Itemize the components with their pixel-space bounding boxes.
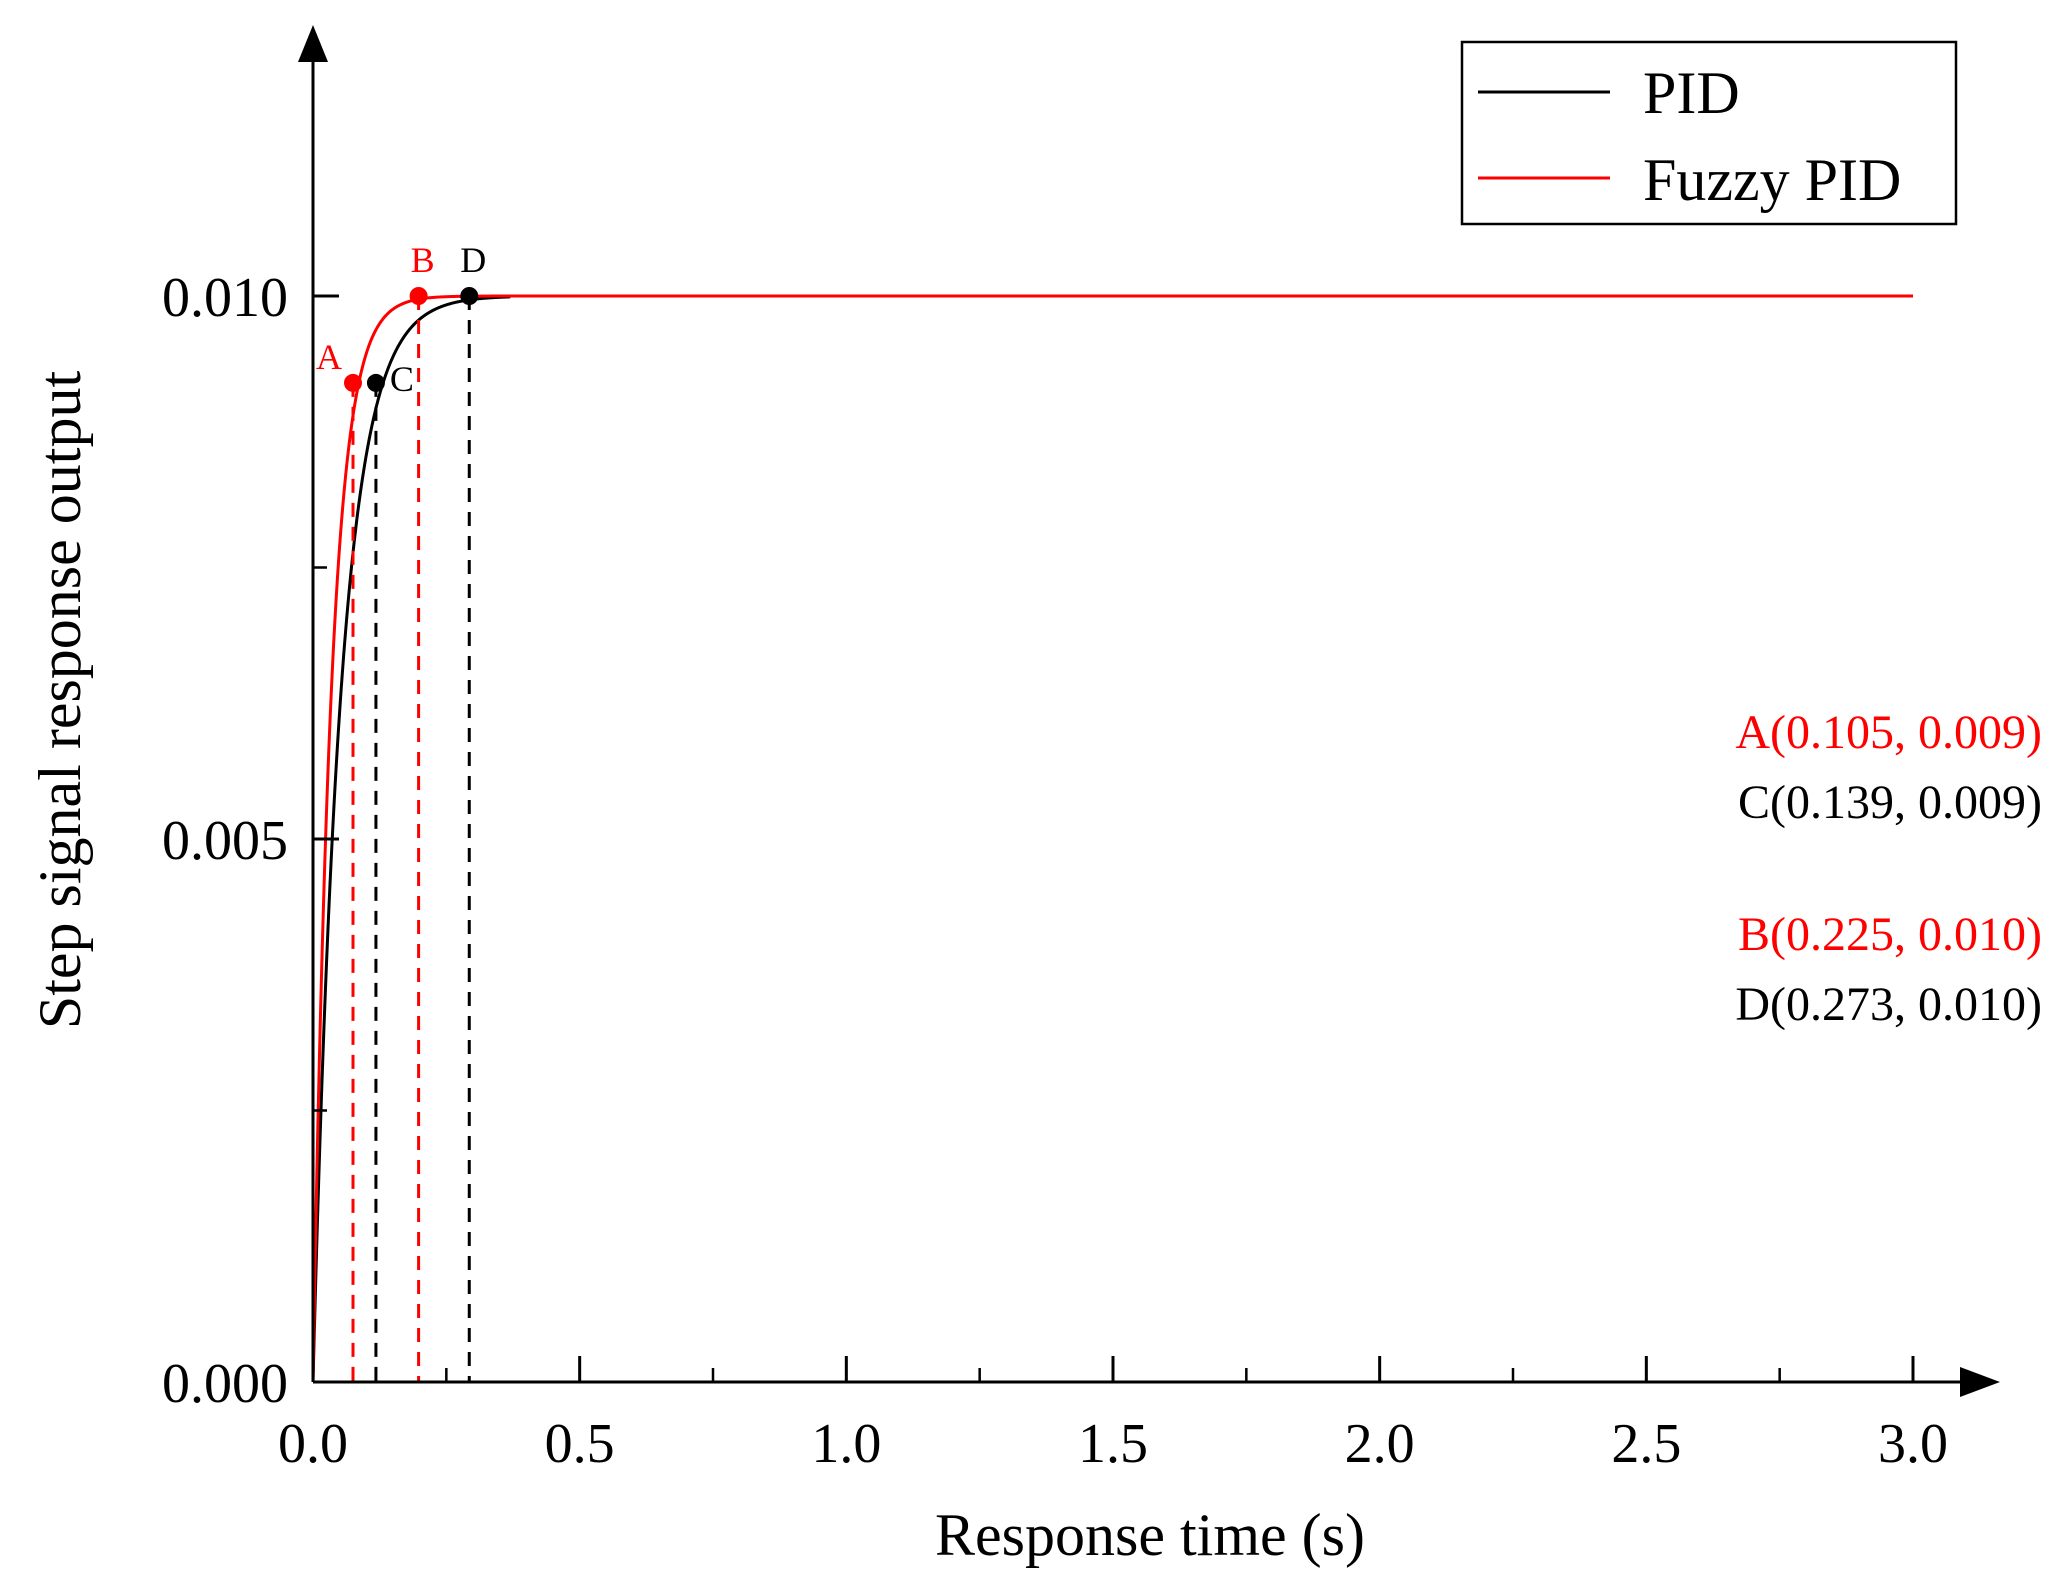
legend: PID Fuzzy PID: [1460, 40, 1958, 226]
point-a: [344, 373, 362, 392]
x-tick-label: 0.5: [545, 1413, 615, 1475]
annotation-d: D(0.273, 0.010): [1735, 978, 2042, 1031]
x-tick-label: 2.5: [1611, 1413, 1681, 1475]
y-tick-label: 0.010: [162, 267, 288, 329]
x-tick-label: 2.0: [1345, 1413, 1415, 1475]
x-axis-arrow: [1960, 1367, 2000, 1397]
y-axis-title: Step signal response output: [27, 371, 93, 1030]
annotation-b: B(0.225, 0.010): [1738, 908, 2042, 961]
point-label-b: B: [411, 240, 435, 280]
x-tick-label: 1.5: [1078, 1413, 1148, 1475]
point-label-a: A: [316, 337, 342, 377]
x-tick-label: 0.0: [278, 1413, 348, 1475]
legend-box: [1460, 40, 1958, 226]
y-axis-arrow: [298, 25, 328, 62]
point-label-d: D: [460, 240, 486, 280]
point-b: [409, 287, 428, 305]
legend-label-fuzzy-pid: Fuzzy PID: [1643, 147, 1901, 213]
x-axis-title: Response time (s): [935, 1502, 1365, 1568]
series-line-fuzzy-pid: [311, 294, 1913, 1383]
point-c: [366, 373, 385, 392]
series-line-pid: [311, 295, 511, 1382]
point-label-c: C: [390, 359, 414, 399]
y-tick-label: 0.005: [162, 810, 288, 872]
annotations: A(0.105, 0.009) C(0.139, 0.009) B(0.225,…: [1735, 706, 2042, 1031]
annotation-a: A(0.105, 0.009): [1735, 706, 2042, 759]
legend-label-pid: PID: [1643, 60, 1740, 126]
annotation-c: C(0.139, 0.009): [1738, 776, 2042, 829]
point-d: [460, 287, 479, 305]
x-tick-label: 3.0: [1878, 1413, 1948, 1475]
x-tick-label: 1.0: [811, 1413, 881, 1475]
y-tick-label: 0.000: [162, 1353, 288, 1415]
